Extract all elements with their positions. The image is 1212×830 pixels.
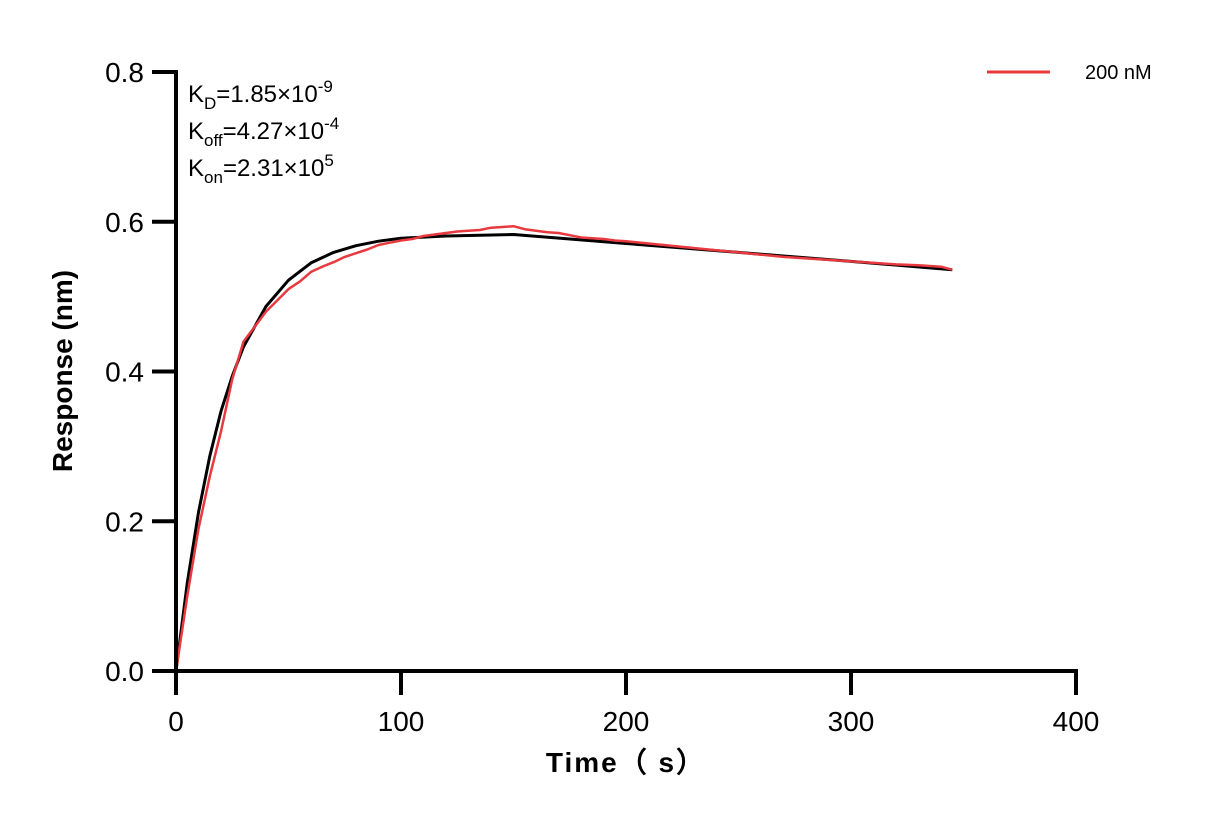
x-tick-label: 0 bbox=[168, 706, 184, 737]
kinetic-constant: KD=1.85×10-9 bbox=[188, 77, 333, 113]
fit-curve bbox=[174, 233, 953, 672]
legend: 200 nM bbox=[987, 62, 1152, 84]
data-curve-200nm bbox=[174, 224, 953, 672]
x-ticks: 0 100 200 300 400 bbox=[168, 671, 1099, 737]
y-tick-label: 0.8 bbox=[105, 57, 144, 88]
y-tick-label: 0.2 bbox=[105, 506, 144, 537]
x-tick-label: 200 bbox=[603, 706, 650, 737]
kinetic-constant: Koff=4.27×10-4 bbox=[188, 114, 339, 150]
x-tick-label: 300 bbox=[828, 706, 875, 737]
y-tick-label: 0.0 bbox=[105, 656, 144, 687]
plot-area bbox=[174, 224, 953, 672]
x-tick-label: 100 bbox=[378, 706, 425, 737]
legend-label: 200 nM bbox=[1085, 62, 1152, 84]
y-tick-label: 0.6 bbox=[105, 207, 144, 238]
y-tick-label: 0.4 bbox=[105, 357, 144, 388]
x-tick-label: 400 bbox=[1053, 706, 1100, 737]
kinetic-constant: Kon=2.31×105 bbox=[188, 151, 334, 187]
y-axis-label: Response (nm) bbox=[47, 270, 78, 472]
x-axis-label: Time（ s） bbox=[546, 746, 706, 778]
y-ticks: 0.0 0.2 0.4 0.6 0.8 bbox=[105, 57, 176, 687]
